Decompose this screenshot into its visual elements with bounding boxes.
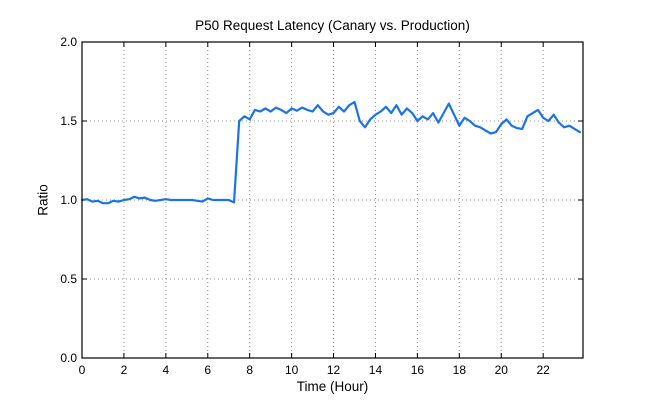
x-tick-label: 2 [121,363,128,377]
y-tick-label: 1.0 [60,193,77,207]
plot-frame [81,41,584,359]
x-tick-label: 4 [163,363,170,377]
x-tick-label: 8 [246,363,253,377]
x-tick-label: 16 [411,363,425,377]
x-tick-label: 10 [285,363,299,377]
y-tick-label: 1.5 [60,114,77,128]
x-tick-label: 0 [79,363,86,377]
x-tick-label: 20 [495,363,509,377]
chart-title: P50 Request Latency (Canary vs. Producti… [195,18,470,33]
x-tick-label: 18 [453,363,467,377]
y-tick-label: 2.0 [60,35,77,49]
x-tick-label: 22 [536,363,550,377]
data-line [80,100,582,205]
x-axis-label: Time (Hour) [296,379,369,394]
x-tick-label: 12 [327,363,341,377]
y-tick-label: 0.5 [60,272,77,286]
x-tick-label: 6 [204,363,211,377]
x-tick-label: 14 [369,363,383,377]
y-tick-label: 0.0 [60,351,77,365]
y-axis-label: Ratio [35,184,51,216]
